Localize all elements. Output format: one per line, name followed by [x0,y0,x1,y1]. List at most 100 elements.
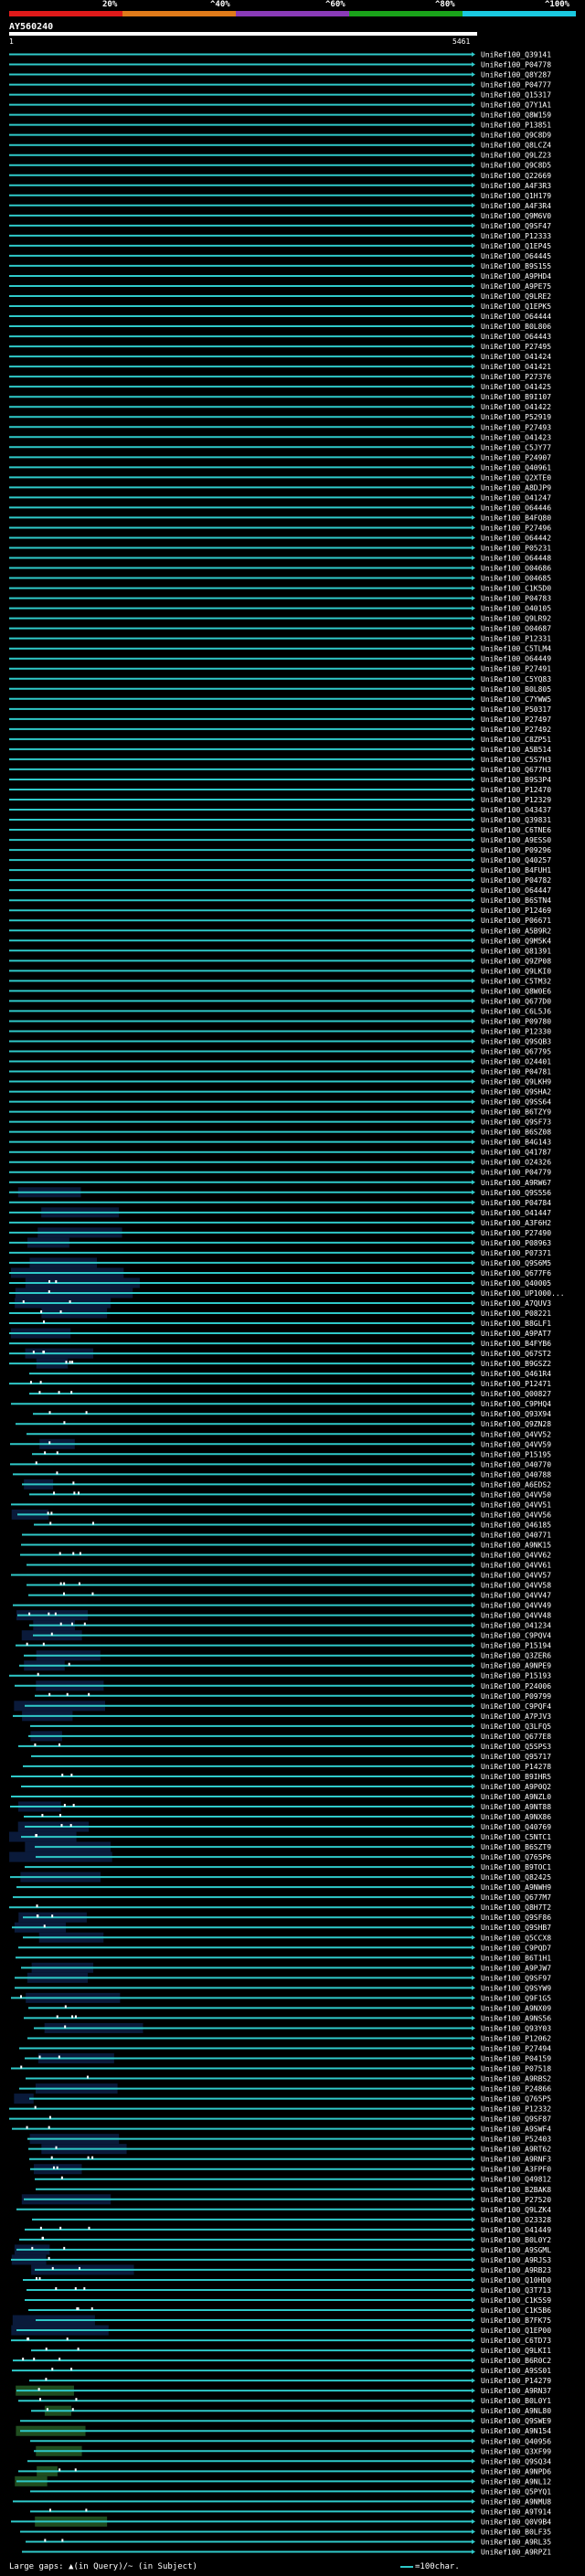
hit-label[interactable]: UniRef100_Q677H3 [481,766,551,774]
hit-label[interactable]: UniRef100_O64442 [481,534,551,542]
hit-label[interactable]: UniRef100_A9NPE9 [481,1662,551,1670]
hit-label[interactable]: UniRef100_O64448 [481,555,551,563]
hit-label[interactable]: UniRef100_Q677F6 [481,1269,551,1277]
hit-label[interactable]: UniRef100_Q8H7T2 [481,1903,551,1912]
hit-label[interactable]: UniRef100_B4FYB6 [481,1340,551,1348]
hit-label[interactable]: UniRef100_P27495 [481,343,551,351]
hit-label[interactable]: UniRef100_Q4VV52 [481,1430,551,1438]
hit-label[interactable]: UniRef100_B9S155 [481,262,551,270]
hit-label[interactable]: UniRef100_Q677M7 [481,1893,551,1902]
hit-label[interactable]: UniRef100_O41449 [481,2226,551,2234]
hit-label[interactable]: UniRef100_P27491 [481,665,551,673]
hit-label[interactable]: UniRef100_Q677D0 [481,997,551,1005]
hit-label[interactable]: UniRef100_Q5CCX8 [481,1934,551,1942]
hit-label[interactable]: UniRef100_O64447 [481,886,551,895]
hit-label[interactable]: UniRef100_O23328 [481,2216,551,2224]
hit-label[interactable]: UniRef100_A9NZL0 [481,1793,551,1801]
hit-label[interactable]: UniRef100_C6TNE6 [481,826,551,834]
hit-label[interactable]: UniRef100_A9NPD6 [481,2467,551,2475]
hit-label[interactable]: UniRef100_A9RBS2 [481,2075,551,2083]
hit-label[interactable]: UniRef100_P15194 [481,1642,551,1650]
hit-label[interactable]: UniRef100_B6STN4 [481,896,551,905]
hit-label[interactable]: UniRef100_Q4VV51 [481,1500,551,1509]
hit-label[interactable]: UniRef100_O04685 [481,575,551,583]
hit-label[interactable]: UniRef100_C7YWW5 [481,695,551,704]
hit-label[interactable]: UniRef100_P12471 [481,1380,551,1388]
hit-label[interactable]: UniRef100_Q10HD0 [481,2276,551,2284]
hit-label[interactable]: UniRef100_Q4VV56 [481,1511,551,1519]
hit-label[interactable]: UniRef100_Q67795 [481,1047,551,1055]
hit-label[interactable]: UniRef100_Q81391 [481,947,551,955]
hit-label[interactable]: UniRef100_C8ZP51 [481,736,551,744]
hit-label[interactable]: UniRef100_P12330 [481,1027,551,1035]
hit-label[interactable]: UniRef100_P04781 [481,1068,551,1076]
hit-label[interactable]: UniRef100_P12329 [481,796,551,804]
hit-label[interactable]: UniRef100_A9P0Q2 [481,1783,551,1791]
hit-label[interactable]: UniRef100_P52403 [481,2136,551,2144]
hit-label[interactable]: UniRef100_A9NT88 [481,1803,551,1811]
hit-label[interactable]: UniRef100_Q9LR92 [481,615,551,623]
hit-label[interactable]: UniRef100_B8GLF1 [481,1320,551,1328]
hit-label[interactable]: UniRef100_B4FQ80 [481,514,551,522]
hit-label[interactable]: UniRef100_O43437 [481,806,551,814]
hit-label[interactable]: UniRef100_Q1EPK5 [481,302,551,311]
hit-label[interactable]: UniRef100_O41447 [481,1209,551,1217]
hit-label[interactable]: UniRef100_P05231 [481,544,551,552]
hit-label[interactable]: UniRef100_Q4VV59 [481,1440,551,1448]
hit-label[interactable]: UniRef100_P14278 [481,1763,551,1771]
hit-label[interactable]: UniRef100_Q3ZER6 [481,1652,551,1660]
hit-label[interactable]: UniRef100_O41247 [481,493,551,502]
hit-label[interactable]: UniRef100_C9PQF4 [481,1702,551,1711]
hit-label[interactable]: UniRef100_A9N154 [481,2427,551,2435]
hit-label[interactable]: UniRef100_Q9SF73 [481,1118,551,1127]
hit-label[interactable]: UniRef100_O04686 [481,565,551,573]
hit-label[interactable]: UniRef100_B0L806 [481,323,551,331]
hit-label[interactable]: UniRef100_Q9LZ23 [481,152,551,160]
hit-label[interactable]: UniRef100_Q7Y1A1 [481,101,551,110]
hit-label[interactable]: UniRef100_A6EDS2 [481,1480,551,1489]
hit-label[interactable]: UniRef100_O24401 [481,1058,551,1066]
hit-label[interactable]: UniRef100_Q49812 [481,2176,551,2184]
hit-label[interactable]: UniRef100_A9NL80 [481,2407,551,2415]
hit-label[interactable]: UniRef100_Q3T713 [481,2286,551,2295]
hit-label[interactable]: UniRef100_A9SGML [481,2246,551,2254]
hit-label[interactable]: UniRef100_Q39831 [481,816,551,824]
hit-label[interactable]: UniRef100_C9PQD7 [481,1944,551,1952]
hit-label[interactable]: UniRef100_A9NX09 [481,2004,551,2012]
hit-label[interactable]: UniRef100_O24326 [481,1159,551,1167]
hit-label[interactable]: UniRef100_O64446 [481,504,551,512]
hit-label[interactable]: UniRef100_Q8W0E6 [481,987,551,995]
hit-label[interactable]: UniRef100_P14279 [481,2377,551,2385]
hit-label[interactable]: UniRef100_Q8LCZ4 [481,142,551,150]
hit-label[interactable]: UniRef100_P07518 [481,2065,551,2073]
hit-label[interactable]: UniRef100_O41421 [481,363,551,371]
hit-label[interactable]: UniRef100_C5YQ83 [481,675,551,684]
hit-label[interactable]: UniRef100_Q67ST2 [481,1350,551,1358]
hit-label[interactable]: UniRef100_O41234 [481,1622,551,1630]
hit-label[interactable]: UniRef100_Q9LKI0 [481,967,551,975]
hit-label[interactable]: UniRef100_B6R0C2 [481,2357,551,2365]
hit-label[interactable]: UniRef100_Q9SHA2 [481,1088,551,1097]
hit-label[interactable]: UniRef100_B2BAK8 [481,2186,551,2194]
hit-label[interactable]: UniRef100_A9NX86 [481,1813,551,1821]
hit-label[interactable]: UniRef100_P27493 [481,423,551,431]
hit-label[interactable]: UniRef100_C6L5J6 [481,1007,551,1015]
hit-label[interactable]: UniRef100_Q9SYW9 [481,1984,551,1992]
hit-label[interactable]: UniRef100_A9PHD4 [481,272,551,281]
hit-label[interactable]: UniRef100_Q4VV57 [481,1572,551,1580]
hit-label[interactable]: UniRef100_A9RN37 [481,2387,551,2395]
hit-label[interactable]: UniRef100_A7PJV3 [481,1712,551,1721]
hit-label[interactable]: UniRef100_B9I107 [481,393,551,401]
hit-label[interactable]: UniRef100_P04777 [481,81,551,90]
hit-label[interactable]: UniRef100_Q9ZP08 [481,957,551,965]
hit-label[interactable]: UniRef100_Q5SPS3 [481,1743,551,1751]
hit-label[interactable]: UniRef100_O04687 [481,625,551,633]
hit-label[interactable]: UniRef100_A3FPF0 [481,2166,551,2174]
hit-label[interactable]: UniRef100_Q9S556 [481,1189,551,1197]
hit-label[interactable]: UniRef100_Q4VV61 [481,1562,551,1570]
hit-label[interactable]: UniRef100_P04783 [481,595,551,603]
hit-label[interactable]: UniRef100_Q40771 [481,1531,551,1539]
hit-label[interactable]: UniRef100_P15193 [481,1672,551,1680]
hit-label[interactable]: UniRef100_P27520 [481,2196,551,2204]
hit-label[interactable]: UniRef100_Q677E8 [481,1733,551,1741]
